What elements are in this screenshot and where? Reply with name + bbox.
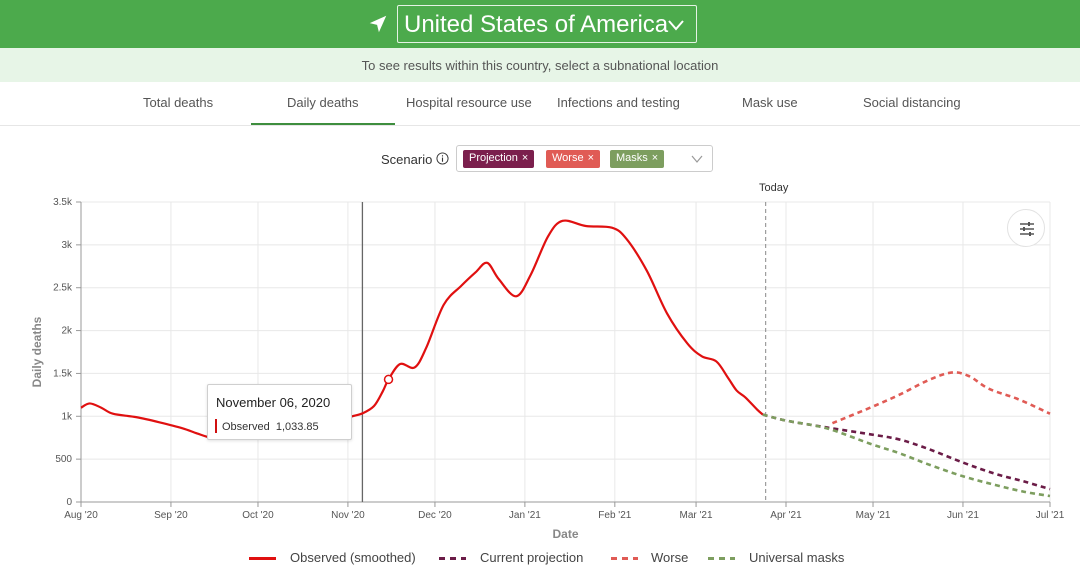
tooltip-value: Observed 1,033.85: [222, 421, 319, 433]
active-tab-indicator: [251, 123, 395, 125]
x-tick-label: Nov '20: [331, 510, 365, 521]
info-icon[interactable]: [436, 152, 449, 165]
x-axis-title: Date: [552, 527, 578, 541]
y-tick-label: 0: [66, 497, 72, 508]
legend-swatch-projection: [439, 557, 466, 560]
tab-social-distancing[interactable]: Social distancing: [863, 95, 961, 110]
x-tick-label: Jun '21: [947, 510, 979, 521]
tooltip-date: November 06, 2020: [216, 395, 331, 410]
legend-swatch-masks: [708, 557, 735, 560]
remove-icon[interactable]: ×: [521, 152, 529, 164]
x-tick-label: Dec '20: [418, 510, 452, 521]
country-name: United States of America: [404, 11, 669, 38]
legend-swatch-observed: [249, 557, 276, 560]
y-tick-label: 1.5k: [53, 368, 73, 379]
series-line-universal-masks: [762, 413, 1051, 498]
x-tick-label: Sep '20: [154, 510, 188, 521]
x-tick-label: Jan '21: [509, 510, 541, 521]
chevron-down-icon: [668, 20, 684, 31]
location-header: United States of America: [0, 0, 1080, 48]
series-line-current-projection: [762, 413, 1051, 491]
series-line-worse: [831, 371, 1051, 425]
scenario-select[interactable]: Projection × Worse × Masks ×: [456, 145, 713, 172]
metric-tabs: Total deaths Daily deaths Hospital resou…: [0, 82, 1080, 126]
x-tick-label: Oct '20: [242, 510, 274, 521]
subnational-hint: To see results within this country, sele…: [361, 58, 719, 73]
y-tick-label: 500: [55, 454, 72, 465]
chip-label: Masks: [616, 152, 648, 164]
tooltip-series-marker: [215, 419, 217, 433]
navigation-arrow-icon[interactable]: [367, 13, 389, 35]
chevron-down-icon[interactable]: [690, 152, 704, 166]
y-tick-label: 1k: [61, 411, 73, 422]
scenario-chip-masks[interactable]: Masks ×: [610, 150, 665, 168]
chip-label: Worse: [552, 152, 584, 164]
legend-observed[interactable]: Observed (smoothed): [290, 550, 416, 565]
country-select[interactable]: United States of America: [397, 5, 697, 43]
series-line-observed-smoothed-: [80, 219, 764, 440]
subnational-hint-bar: To see results within this country, sele…: [0, 48, 1080, 82]
y-tick-label: 3.5k: [53, 197, 73, 208]
legend-swatch-worse: [611, 557, 638, 560]
tab-daily-deaths[interactable]: Daily deaths: [287, 95, 359, 110]
today-label: Today: [759, 182, 789, 194]
sliders-icon: [1020, 222, 1034, 236]
tab-infections-and-testing[interactable]: Infections and testing: [557, 95, 680, 110]
x-tick-label: May '21: [856, 510, 891, 521]
tooltip-series-value: 1,033.85: [275, 421, 319, 433]
tooltip-series-name: Observed: [222, 421, 270, 433]
y-tick-label: 3k: [61, 240, 73, 251]
y-tick-label: 2.5k: [53, 283, 73, 294]
tab-mask-use[interactable]: Mask use: [742, 95, 798, 110]
x-tick-label: Jul '21: [1036, 510, 1065, 521]
y-tick-label: 2k: [61, 326, 73, 337]
x-tick-label: Mar '21: [680, 510, 713, 521]
x-tick-label: Feb '21: [598, 510, 631, 521]
x-tick-label: Aug '20: [64, 510, 98, 521]
scenario-chip-projection[interactable]: Projection ×: [463, 150, 535, 168]
tab-total-deaths[interactable]: Total deaths: [143, 95, 214, 110]
chip-label: Projection: [469, 152, 518, 164]
remove-icon[interactable]: ×: [651, 152, 659, 164]
remove-icon[interactable]: ×: [587, 152, 595, 164]
x-tick-label: Apr '21: [770, 510, 802, 521]
hover-point: [383, 374, 394, 385]
scenario-chip-worse[interactable]: Worse ×: [546, 150, 601, 168]
scenario-label: Scenario: [381, 152, 433, 167]
legend-universal-masks[interactable]: Universal masks: [749, 550, 845, 565]
tab-hospital-resource-use[interactable]: Hospital resource use: [406, 95, 532, 110]
legend-current-projection[interactable]: Current projection: [480, 550, 584, 565]
y-axis-title: Daily deaths: [30, 316, 44, 387]
legend-worse[interactable]: Worse: [651, 550, 689, 565]
hover-tooltip: November 06, 2020 Observed 1,033.85: [207, 384, 352, 440]
chart-settings-button[interactable]: [1007, 209, 1045, 247]
